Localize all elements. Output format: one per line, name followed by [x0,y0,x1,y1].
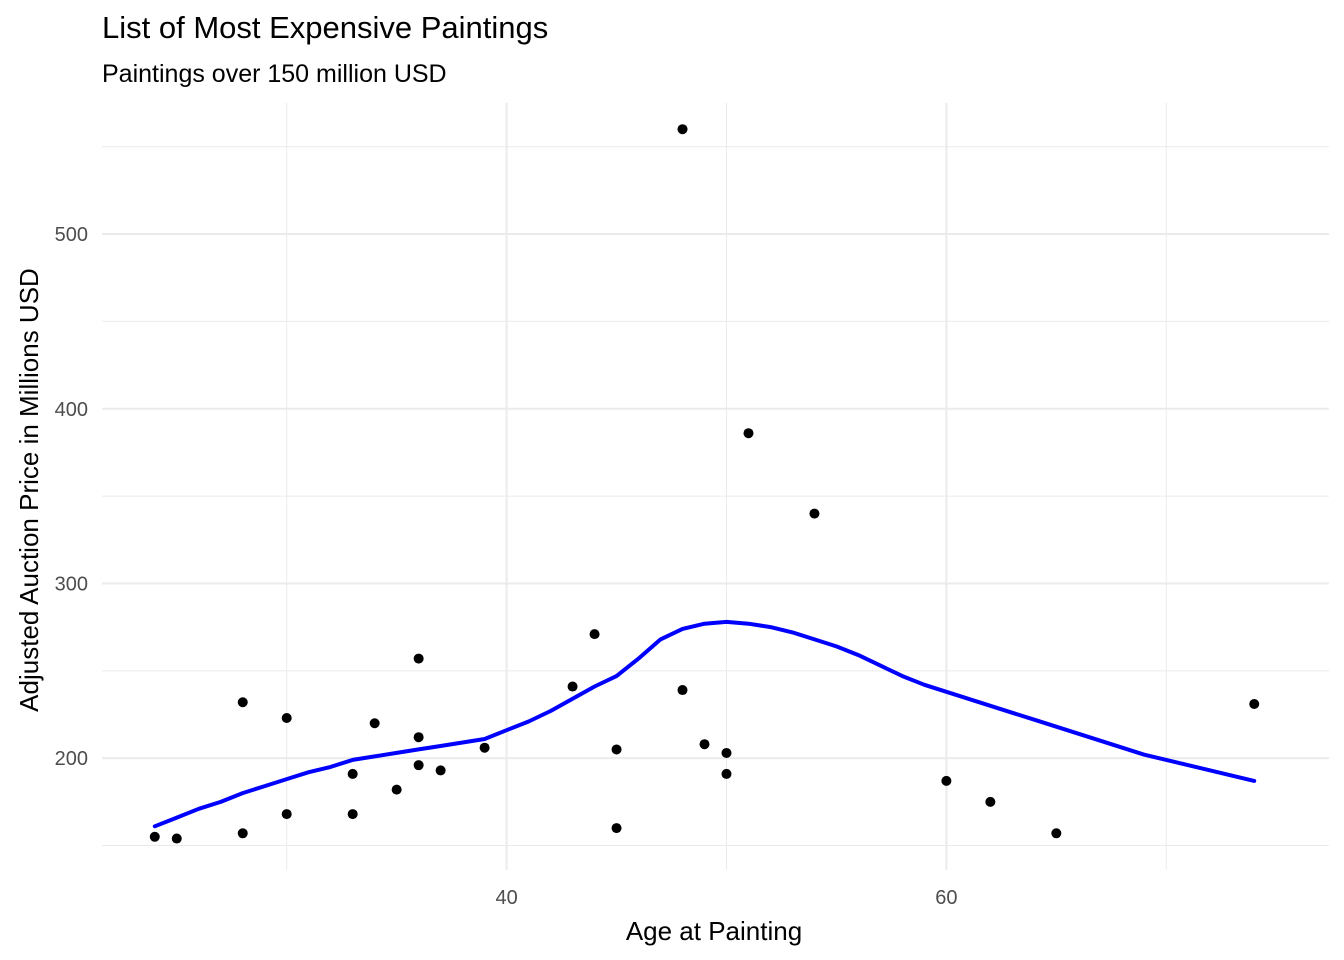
data-point [149,831,160,842]
data-point [721,768,732,779]
data-point [567,681,578,692]
data-point [347,809,358,820]
data-point [611,744,622,755]
chart-title: List of Most Expensive Paintings [102,10,549,45]
data-point [721,747,732,758]
data-point [941,775,952,786]
data-point [281,809,292,820]
data-point [413,760,424,771]
data-point [281,712,292,723]
y-axis-tick-labels: 200 300 400 500 [55,224,88,770]
x-tick-label: 60 [935,887,957,909]
major-gridlines [102,103,1329,870]
y-tick-label: 500 [55,224,88,246]
data-point [237,697,248,708]
data-point [699,739,710,750]
data-point [237,828,248,839]
data-point [589,629,600,640]
y-axis-title: Adjusted Auction Price in Millions USD [14,268,44,712]
smooth-trend-line [152,619,1257,829]
data-point [391,784,402,795]
data-point [743,428,754,439]
data-point [435,765,446,776]
data-point [611,823,622,834]
data-point [1051,828,1062,839]
data-point [677,124,688,135]
y-tick-label: 300 [55,573,88,595]
minor-gridlines [102,103,1329,870]
x-tick-label: 40 [495,887,517,909]
data-point [369,718,380,729]
data-point [985,796,996,807]
x-axis-title: Age at Painting [626,916,802,946]
chart-subtitle: Paintings over 150 million USD [102,60,447,88]
data-point [413,732,424,743]
data-point [1249,699,1260,710]
data-point [171,833,182,844]
data-points [149,124,1260,844]
data-point [347,768,358,779]
data-point [809,508,820,519]
x-axis-tick-labels: 40 60 [495,887,957,909]
data-point [479,742,490,753]
data-point [413,653,424,664]
y-tick-label: 200 [55,748,88,770]
data-point [677,685,688,696]
y-tick-label: 400 [55,399,88,421]
